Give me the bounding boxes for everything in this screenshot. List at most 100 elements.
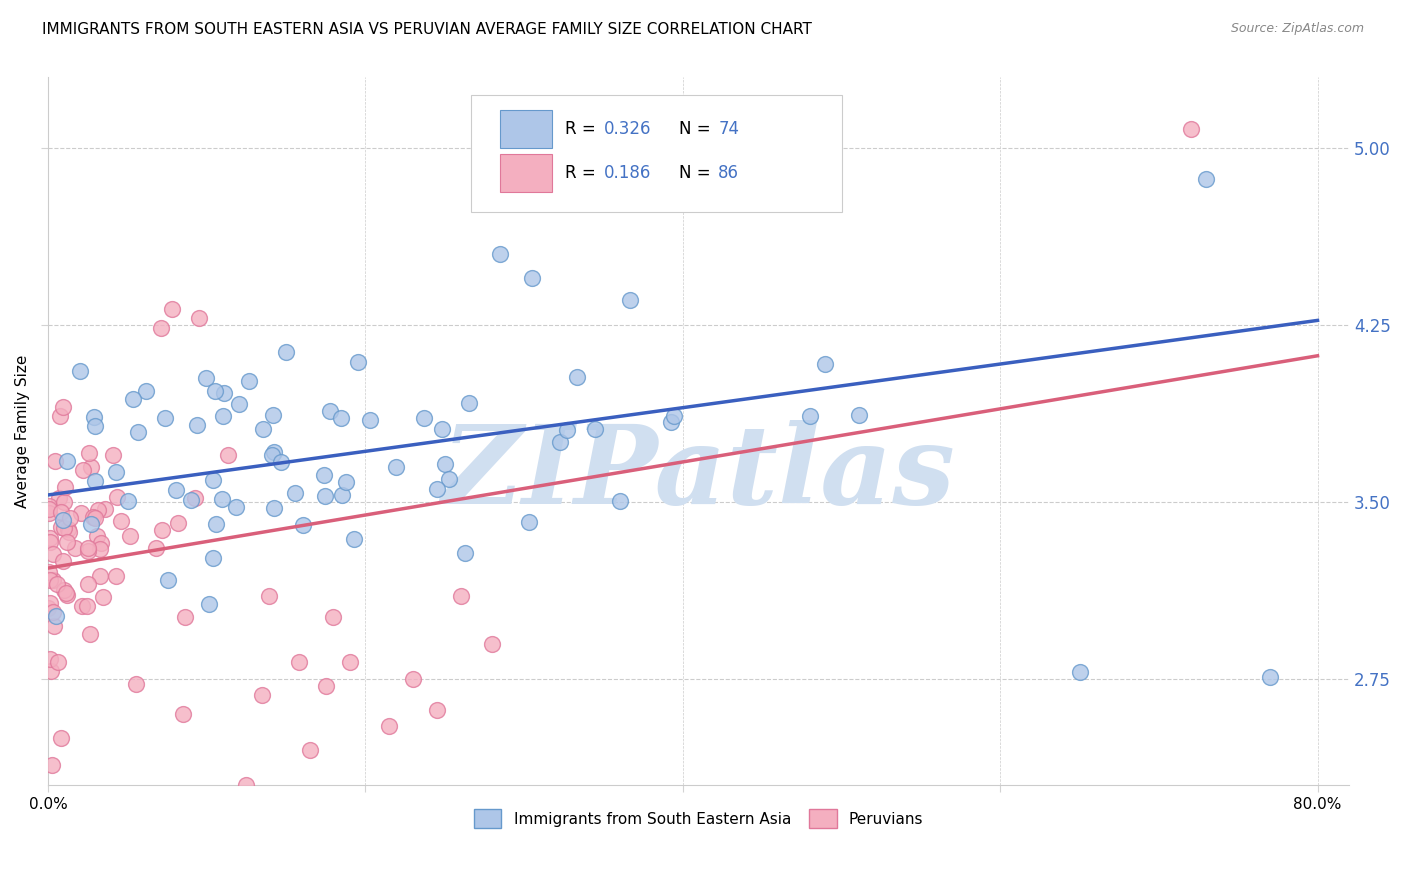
Text: N =: N =	[679, 120, 716, 138]
Point	[609, 494, 631, 508]
Point	[150, 524, 173, 538]
Text: ZIPatlas: ZIPatlas	[441, 420, 956, 527]
Point	[105, 490, 128, 504]
Point	[814, 357, 837, 371]
Point	[46, 577, 69, 591]
Point	[287, 655, 309, 669]
Text: 0.186: 0.186	[603, 164, 651, 182]
Point	[848, 408, 870, 422]
Point	[117, 494, 139, 508]
FancyBboxPatch shape	[471, 95, 842, 212]
Point	[217, 448, 239, 462]
Point	[56, 535, 79, 549]
Point	[77, 543, 100, 558]
Point	[1069, 665, 1091, 679]
Point	[52, 513, 75, 527]
Point	[42, 605, 65, 619]
Point	[402, 672, 425, 686]
Point	[49, 409, 72, 423]
Point	[76, 577, 98, 591]
Point	[91, 591, 114, 605]
Point	[42, 547, 65, 561]
Point	[205, 516, 228, 531]
Text: N =: N =	[679, 164, 716, 182]
Point	[51, 505, 73, 519]
Point	[156, 573, 179, 587]
Point	[110, 514, 132, 528]
Point	[145, 541, 167, 556]
Point	[238, 374, 260, 388]
Point	[149, 321, 172, 335]
Point	[314, 489, 336, 503]
Point	[201, 474, 224, 488]
Text: 86: 86	[718, 164, 740, 182]
FancyBboxPatch shape	[499, 153, 551, 192]
Text: R =: R =	[565, 120, 600, 138]
Point	[38, 532, 60, 546]
Point	[38, 573, 60, 587]
Point	[225, 500, 247, 515]
Point	[58, 525, 80, 540]
Point	[567, 369, 589, 384]
Point	[187, 311, 209, 326]
Point	[38, 566, 60, 580]
Point	[378, 719, 401, 733]
Point	[180, 493, 202, 508]
Point	[84, 419, 107, 434]
FancyBboxPatch shape	[499, 110, 551, 148]
Point	[80, 459, 103, 474]
Point	[39, 535, 62, 549]
Point	[342, 533, 364, 547]
Point	[69, 364, 91, 378]
Point	[412, 411, 434, 425]
Point	[86, 528, 108, 542]
Point	[315, 679, 337, 693]
Point	[101, 448, 124, 462]
Point	[235, 778, 257, 792]
Point	[93, 502, 115, 516]
Point	[284, 485, 307, 500]
Point	[426, 482, 449, 496]
Point	[53, 521, 76, 535]
Point	[44, 454, 66, 468]
Point	[263, 444, 285, 458]
Point	[120, 529, 142, 543]
Point	[298, 742, 321, 756]
Point	[183, 491, 205, 505]
Point	[437, 472, 460, 486]
Point	[600, 111, 623, 125]
Point	[228, 397, 250, 411]
Point	[167, 516, 190, 531]
Point	[59, 510, 82, 524]
Point	[53, 583, 76, 598]
Point	[52, 400, 75, 414]
Point	[52, 494, 75, 508]
Point	[252, 689, 274, 703]
Point	[583, 422, 606, 436]
Point	[322, 609, 344, 624]
Point	[77, 541, 100, 555]
Point	[79, 627, 101, 641]
Point	[211, 492, 233, 507]
Point	[127, 425, 149, 439]
Point	[172, 707, 194, 722]
Point	[555, 423, 578, 437]
Point	[53, 480, 76, 494]
Point	[38, 506, 60, 520]
Point	[454, 545, 477, 559]
Point	[201, 551, 224, 566]
Point	[198, 597, 221, 611]
Point	[359, 412, 381, 426]
Point	[70, 599, 93, 613]
Point	[263, 500, 285, 515]
Point	[83, 410, 105, 425]
Point	[55, 586, 77, 600]
Point	[312, 468, 335, 483]
Point	[52, 554, 75, 568]
Text: R =: R =	[565, 164, 600, 182]
Point	[430, 421, 453, 435]
Point	[76, 599, 98, 614]
Point	[90, 536, 112, 550]
Point	[41, 758, 63, 772]
Point	[335, 475, 357, 489]
